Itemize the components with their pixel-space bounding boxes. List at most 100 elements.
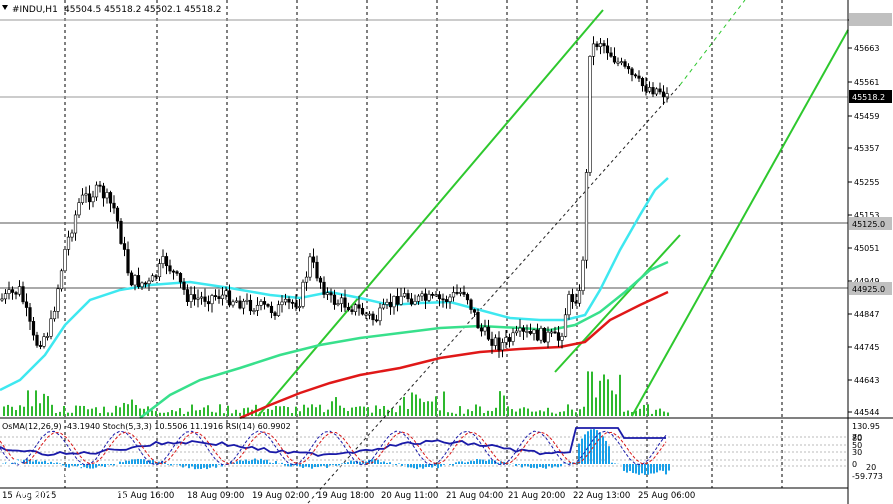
volume-bar (43, 393, 45, 416)
candle (553, 326, 557, 334)
osma-bar (485, 460, 487, 464)
volume-bar (131, 399, 133, 416)
osma-bar (599, 432, 601, 464)
volume-bar (411, 392, 413, 416)
osma-bar (329, 464, 331, 466)
volume-bar (211, 411, 213, 416)
candle (556, 325, 561, 347)
channel-extension-dashed (679, 0, 746, 86)
osma-bar (587, 431, 589, 464)
volume-bar (219, 404, 221, 416)
volume-bar (31, 406, 33, 416)
volume-bar (511, 409, 513, 416)
volume-bar (399, 405, 401, 416)
volume-bar (19, 405, 21, 416)
osma-bar (107, 464, 109, 465)
volume-bar (403, 396, 405, 416)
candle (640, 76, 645, 92)
candle (105, 188, 109, 204)
osma-bar (59, 463, 61, 464)
candle (665, 87, 669, 103)
watermark-tagline: Instant Forex Trading (14, 488, 130, 501)
osma-bar (389, 462, 391, 464)
osma-bar (611, 462, 613, 464)
osma-bar (554, 464, 556, 467)
volume-bar (319, 404, 321, 416)
volume-bar (171, 410, 173, 416)
candle (346, 302, 351, 312)
osma-bar (266, 459, 268, 464)
candle (266, 303, 270, 308)
menu-triangle-icon[interactable] (2, 5, 8, 10)
time-label: 25 Aug 06:00 (638, 491, 695, 501)
osma-bar (281, 462, 283, 464)
indicator-level-80: 80 (852, 434, 862, 443)
candle (479, 323, 484, 337)
volume-bar (575, 412, 577, 416)
candle (430, 292, 435, 299)
price-tick-label: 45051 (854, 244, 879, 253)
candle (206, 295, 211, 312)
osma-bar (560, 464, 562, 467)
osma-bar (164, 462, 166, 464)
volume-bar (663, 411, 665, 416)
osma-bar (650, 464, 652, 474)
osma-bar (113, 464, 115, 466)
osma-bar (137, 458, 139, 464)
volume-bar (67, 412, 69, 416)
osma-bar (551, 464, 553, 468)
volume-bar (3, 406, 5, 416)
osma-bar (140, 459, 142, 464)
volume-bar (343, 407, 345, 416)
level-box-44925: 44925.0 (849, 282, 892, 295)
candle (273, 310, 277, 320)
candle (465, 292, 470, 305)
candle (357, 295, 361, 316)
volume-bar (135, 404, 137, 416)
osma-bar (176, 464, 178, 465)
volume-bar (475, 404, 477, 416)
volume-bar (531, 411, 533, 416)
candle (322, 276, 326, 299)
volume-bar (367, 407, 369, 416)
osma-bar (467, 461, 469, 464)
osma-bar (47, 463, 49, 464)
candle (157, 258, 162, 282)
candle (52, 306, 57, 322)
volume-bar (427, 401, 429, 416)
osma-bar (179, 464, 181, 466)
candle (392, 295, 396, 315)
osma-bar (335, 464, 337, 466)
volume-bar (323, 412, 325, 416)
volume-bar (91, 408, 93, 416)
osma-bar (308, 464, 310, 468)
candle (150, 273, 155, 282)
candle (532, 328, 536, 341)
volume-bar (383, 406, 385, 416)
indicator-tick-label: 30 (852, 448, 862, 457)
osma-bar (194, 464, 196, 470)
candle (185, 284, 190, 307)
ohlc-values: 45504.5 45518.2 45502.1 45518.2 (64, 5, 221, 15)
osma-bar (242, 460, 244, 464)
osma-bar (128, 460, 130, 464)
osma-bar (323, 464, 325, 466)
volume-bar (47, 396, 49, 416)
osma-bar (191, 464, 193, 467)
osma-bar (200, 464, 202, 470)
osma-bar (581, 438, 583, 464)
volume-bar (195, 410, 197, 416)
candle (199, 291, 204, 305)
volume-bar (623, 411, 625, 416)
candle (637, 70, 641, 82)
volume-bar (611, 390, 613, 416)
osma-bar (221, 464, 223, 467)
time-label: 15 Aug 16:00 (117, 491, 174, 501)
candle (374, 314, 379, 323)
price-tick-label: 44847 (854, 310, 879, 319)
volume-bar (187, 411, 189, 416)
volume-bar (359, 406, 361, 416)
volume-bar (479, 406, 481, 416)
osma-bar (623, 464, 625, 471)
